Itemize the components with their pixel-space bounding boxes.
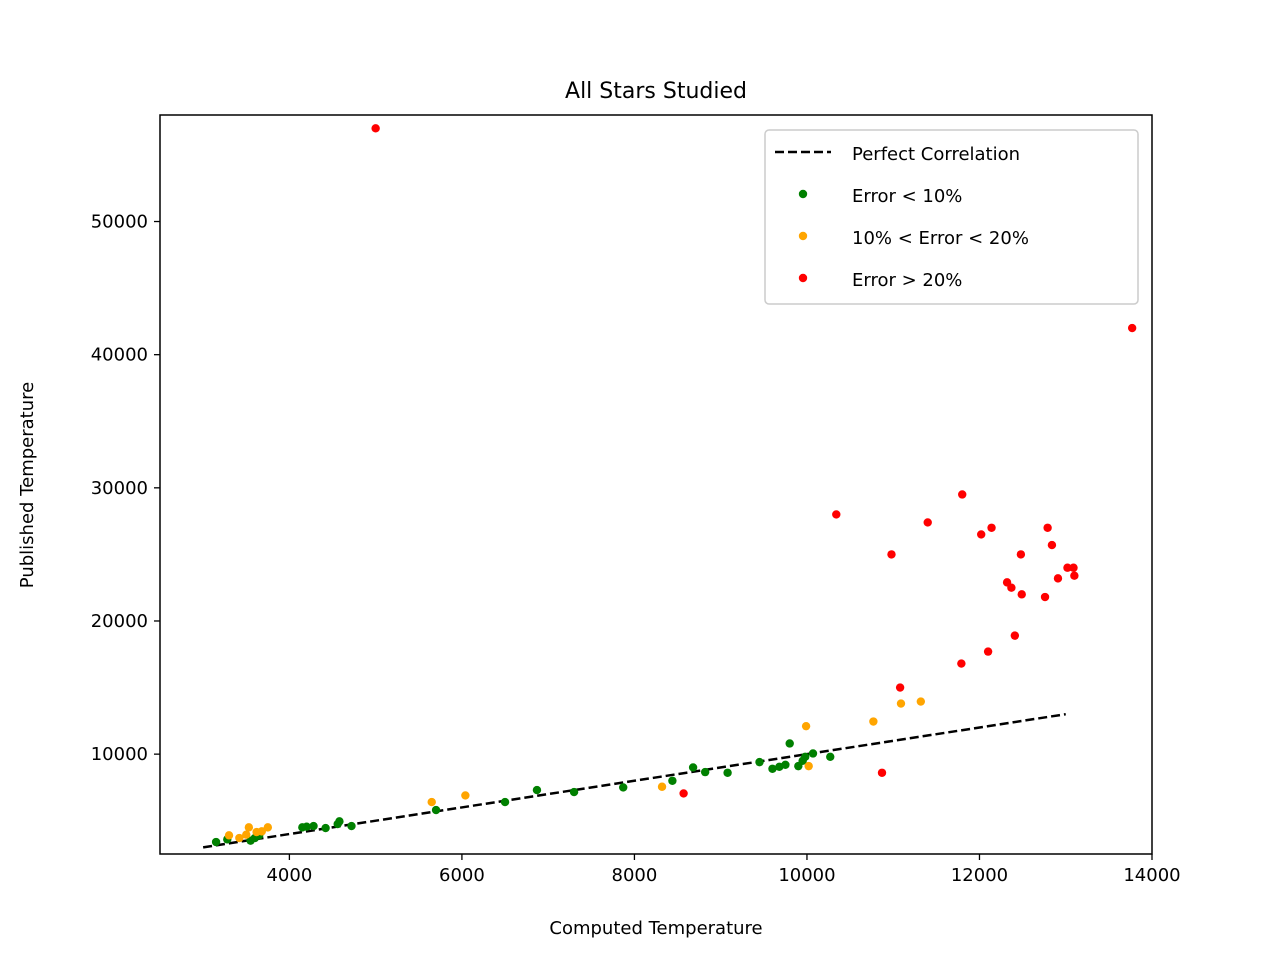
data-point bbox=[1070, 571, 1079, 580]
y-axis: 10000 20000 30000 40000 50000 bbox=[91, 212, 160, 765]
data-point bbox=[569, 787, 579, 797]
x-tick-label: 10000 bbox=[778, 865, 835, 886]
legend-label: Error < 10% bbox=[852, 186, 962, 207]
y-tick-label: 30000 bbox=[91, 478, 148, 499]
data-point bbox=[532, 785, 542, 795]
data-point bbox=[887, 550, 896, 559]
data-point bbox=[801, 721, 811, 731]
data-point bbox=[977, 530, 986, 539]
legend-marker-dot bbox=[798, 273, 808, 283]
data-point bbox=[500, 797, 510, 807]
data-point bbox=[242, 830, 251, 839]
data-point bbox=[235, 833, 244, 843]
data-point bbox=[923, 518, 932, 527]
data-point bbox=[1007, 583, 1016, 592]
data-point bbox=[808, 749, 818, 758]
data-point bbox=[668, 776, 677, 785]
data-point bbox=[347, 821, 356, 831]
data-point bbox=[1069, 563, 1078, 572]
data-point bbox=[1040, 592, 1050, 602]
data-point bbox=[657, 782, 667, 791]
data-point bbox=[263, 823, 273, 832]
plot-frame bbox=[159, 114, 1153, 855]
data-point bbox=[224, 831, 234, 840]
x-axis: 4000 6000 8000 10000 12000 14000 bbox=[266, 854, 1181, 886]
x-tick-label: 12000 bbox=[951, 865, 1008, 886]
data-point bbox=[1127, 323, 1137, 333]
points-layer bbox=[211, 124, 1137, 847]
data-point bbox=[427, 797, 436, 807]
data-point bbox=[1047, 540, 1057, 550]
data-point bbox=[257, 827, 266, 836]
legend-item: Error < 10% bbox=[798, 186, 962, 207]
data-point bbox=[461, 791, 470, 800]
data-point bbox=[983, 647, 993, 656]
data-point bbox=[309, 821, 318, 831]
y-axis-label: Published Temperature bbox=[17, 382, 38, 588]
x-axis-label: Computed Temperature bbox=[549, 918, 762, 939]
data-point bbox=[302, 822, 311, 831]
data-point bbox=[958, 490, 967, 499]
data-point bbox=[785, 739, 794, 748]
data-point bbox=[1017, 590, 1026, 599]
y-tick-label: 40000 bbox=[91, 345, 148, 366]
legend-box bbox=[764, 129, 1139, 305]
data-point bbox=[335, 817, 344, 826]
x-tick-label: 4000 bbox=[266, 865, 312, 886]
legend-item: 10% < Error < 20% bbox=[798, 228, 1029, 249]
data-point bbox=[801, 752, 810, 761]
y-tick-label: 10000 bbox=[91, 744, 148, 765]
legend-label: 10% < Error < 20% bbox=[852, 228, 1029, 249]
legend: Perfect Correlation Error < 10% 10% < Er… bbox=[764, 129, 1139, 305]
data-point bbox=[987, 523, 996, 532]
legend-label: Error > 20% bbox=[852, 270, 962, 291]
data-point bbox=[826, 752, 835, 761]
data-point bbox=[1043, 523, 1052, 532]
data-point bbox=[768, 764, 777, 773]
data-point bbox=[755, 757, 764, 767]
data-point bbox=[321, 823, 330, 833]
legend-item: Error > 20% bbox=[798, 270, 962, 291]
data-point bbox=[431, 805, 441, 815]
legend-label: Perfect Correlation bbox=[852, 144, 1020, 165]
data-point bbox=[781, 760, 790, 769]
data-point bbox=[371, 124, 380, 133]
legend-marker-dot bbox=[798, 189, 808, 199]
data-point bbox=[688, 763, 698, 772]
data-point bbox=[916, 697, 926, 706]
data-point bbox=[244, 823, 254, 832]
perfect-correlation-line bbox=[202, 712, 1066, 849]
data-point bbox=[896, 699, 906, 708]
chart-title: All Stars Studied bbox=[565, 79, 747, 104]
legend-item: Perfect Correlation bbox=[775, 144, 1020, 165]
x-tick-label: 14000 bbox=[1123, 865, 1180, 886]
x-tick-label: 8000 bbox=[612, 865, 658, 886]
data-point bbox=[869, 717, 878, 726]
data-point bbox=[1010, 631, 1020, 640]
data-point bbox=[804, 761, 813, 771]
data-point bbox=[700, 767, 710, 777]
y-tick-label: 50000 bbox=[91, 212, 148, 233]
data-point bbox=[895, 683, 905, 692]
data-point bbox=[1016, 550, 1026, 559]
data-point bbox=[1053, 574, 1063, 583]
data-point bbox=[619, 783, 628, 792]
data-point bbox=[211, 837, 221, 847]
line-layer bbox=[202, 712, 1066, 849]
data-point bbox=[832, 510, 841, 519]
data-point bbox=[1063, 563, 1072, 572]
data-point bbox=[877, 768, 887, 777]
y-tick-label: 20000 bbox=[91, 611, 148, 632]
data-point bbox=[679, 789, 688, 798]
data-point bbox=[957, 659, 966, 668]
data-point bbox=[723, 768, 732, 777]
x-tick-label: 6000 bbox=[439, 865, 485, 886]
legend-marker-dot bbox=[798, 231, 808, 241]
